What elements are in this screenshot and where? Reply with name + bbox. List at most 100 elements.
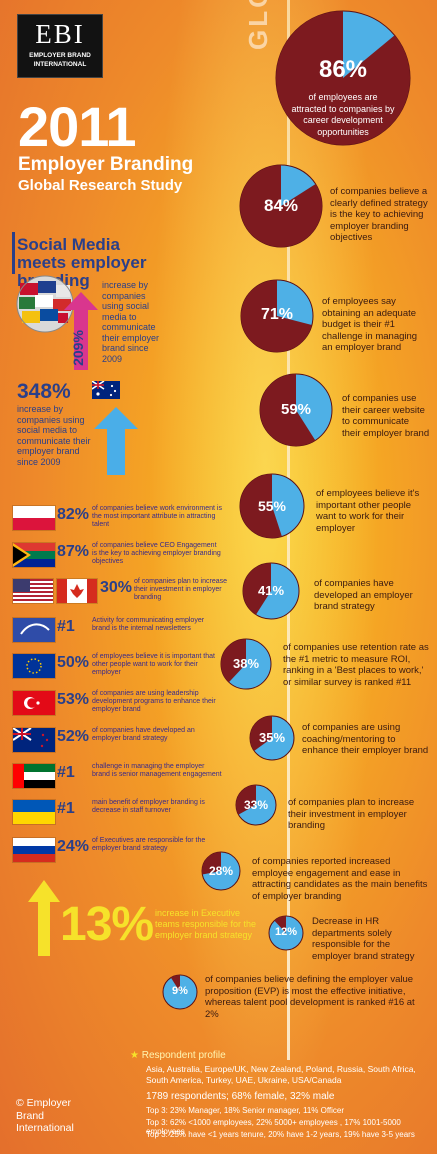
pie-label-8: 35%	[258, 730, 286, 746]
country-row: 82% of companies believe work environmen…	[12, 505, 252, 531]
pie-slice-value	[274, 916, 286, 933]
logo-letters: EBI	[35, 19, 85, 49]
copyright: © Employer Brand International	[16, 1097, 74, 1134]
country-pct: 82%	[57, 506, 90, 523]
pink-arrow-icon	[64, 292, 98, 370]
star-icon: ★	[130, 1050, 139, 1061]
pie-text-11: Decrease in HR departments solely respon…	[312, 916, 415, 962]
pie-label-11: 12%	[274, 926, 298, 939]
country-text: main benefit of employer branding is dec…	[92, 799, 205, 814]
pie-label-1: 86%	[318, 56, 368, 83]
country-pct: 53%	[57, 691, 90, 708]
country-text: challenge in managing the employer brand…	[92, 763, 222, 778]
pie-chart-4	[259, 373, 333, 447]
country-row: #1 Activity for communicating employer b…	[12, 617, 252, 643]
pie-slice-value	[276, 11, 410, 145]
pie-label-3: 71%	[260, 306, 294, 324]
country-text: of companies are using leadership develo…	[92, 690, 216, 713]
pie-text-2: of companies believe a clearly defined s…	[330, 186, 428, 243]
pie-chart-1	[275, 10, 411, 146]
pct-209-container: 209%	[66, 328, 88, 368]
respondent-profile: ★ Respondent profile	[130, 1050, 226, 1061]
pie-label-12: 9%	[172, 985, 188, 998]
pie-chart-7	[220, 638, 272, 690]
respondent-count: 1789 respondents; 68% female, 32% male	[146, 1091, 335, 1102]
pie-text-8: of companies are using coaching/mentorin…	[302, 722, 429, 756]
heading-bar	[12, 232, 15, 274]
page-title: Employer Branding	[18, 154, 194, 175]
country-pct: #1	[57, 800, 75, 817]
pie-label-10: 28%	[208, 863, 234, 878]
country-text: of employees believe it is important tha…	[92, 653, 215, 676]
pie-chart-6	[242, 562, 300, 620]
pie-text-9: of companies plan to increase their inve…	[288, 797, 415, 831]
country-text: of companies believe work environment is…	[92, 505, 222, 528]
pie-chart-12	[162, 974, 198, 1010]
country-pct: 87%	[57, 543, 90, 560]
country-pct: 52%	[57, 728, 90, 745]
russia-flag-icon	[12, 837, 56, 863]
pie-label-4: 59%	[280, 401, 312, 418]
pie-chart-2	[239, 164, 323, 248]
pie-slice-value	[240, 165, 322, 247]
respondent-countries: Asia, Australia, Europe/UK, New Zealand,…	[146, 1064, 416, 1085]
country-row: 50% of employees believe it is important…	[12, 653, 252, 679]
social-media-heading: Social Media meets employer branding	[17, 235, 147, 290]
logo-text: EMPLOYER BRAND INTERNATIONAL	[29, 52, 91, 68]
pie-slice-value	[260, 374, 316, 446]
pie-label-6: 41%	[257, 583, 285, 599]
south-africa-flag-icon	[12, 542, 56, 568]
country-pct: 24%	[57, 838, 90, 855]
eu-flag-icon	[12, 653, 56, 679]
blue-arrow-icon	[94, 407, 138, 475]
poland-flag-icon	[12, 505, 56, 531]
pct-13: 13%	[60, 898, 154, 951]
country-text: of companies plan to increase their inve…	[134, 578, 227, 601]
text-348: increase by companies using social media…	[17, 404, 91, 467]
country-row: 30% of companies plan to increase their …	[12, 578, 252, 604]
country-pct: #1	[57, 618, 75, 635]
pie-chart-9	[235, 784, 277, 826]
pie-text-6: of companies have developed an employer …	[314, 578, 413, 612]
pie-slice-value	[170, 975, 180, 992]
pie-chart-11	[268, 915, 304, 951]
pie-label-9: 33%	[243, 797, 269, 812]
country-row: 24% of Executives are responsible for th…	[12, 837, 252, 863]
pie-slice-value	[221, 639, 246, 683]
australia-flag-icon	[92, 381, 120, 399]
pie-label-2: 84%	[263, 195, 299, 215]
ebi-logo: EBI EMPLOYER BRAND INTERNATIONAL	[17, 14, 103, 78]
pct-209: 209%	[70, 330, 86, 366]
eu-blue-flag-icon	[12, 617, 56, 643]
country-text: of companies have developed an employer …	[92, 727, 195, 742]
year-title: 2011	[18, 95, 136, 158]
new-zealand-flag-icon	[12, 727, 56, 753]
pie-slice-value	[243, 563, 271, 615]
country-text: of Executives are responsible for the em…	[92, 837, 206, 852]
pie-label-5: 55%	[257, 497, 287, 514]
pie-label-7: 38%	[232, 656, 260, 672]
pie-slice-value	[241, 280, 312, 352]
usa-flag-icon	[12, 578, 54, 604]
pie-chart-3	[240, 279, 314, 353]
country-pct: 50%	[57, 654, 90, 671]
turkey-flag-icon	[12, 690, 56, 716]
top3-company-size: Top 3: 62% <1000 employees, 22% 5000+ em…	[146, 1118, 401, 1136]
country-pct: #1	[57, 764, 75, 781]
country-row: #1 main benefit of employer branding is …	[12, 799, 252, 825]
yellow-arrow-icon	[28, 880, 60, 956]
globe-flags-icon	[16, 275, 74, 333]
country-row: #1 challenge in managing the employer br…	[12, 763, 252, 789]
country-text: Activity for communicating employer bran…	[92, 617, 205, 632]
country-row: 52% of companies have developed an emplo…	[12, 727, 252, 753]
pie-chart-10	[201, 851, 241, 891]
pie-slice-value	[236, 785, 256, 815]
pie-text-3: of employees say obtaining an adequate b…	[322, 296, 418, 353]
pie-text-7: of companies use retention rate as the #…	[283, 642, 429, 688]
country-pct: 30%	[100, 579, 133, 596]
text-209: increase by companies using social media…	[102, 280, 160, 364]
global-label: GLOBAL	[243, 0, 273, 50]
pie-chart-5	[239, 473, 305, 539]
pie-text-5: of employees believe it's important othe…	[316, 488, 420, 534]
